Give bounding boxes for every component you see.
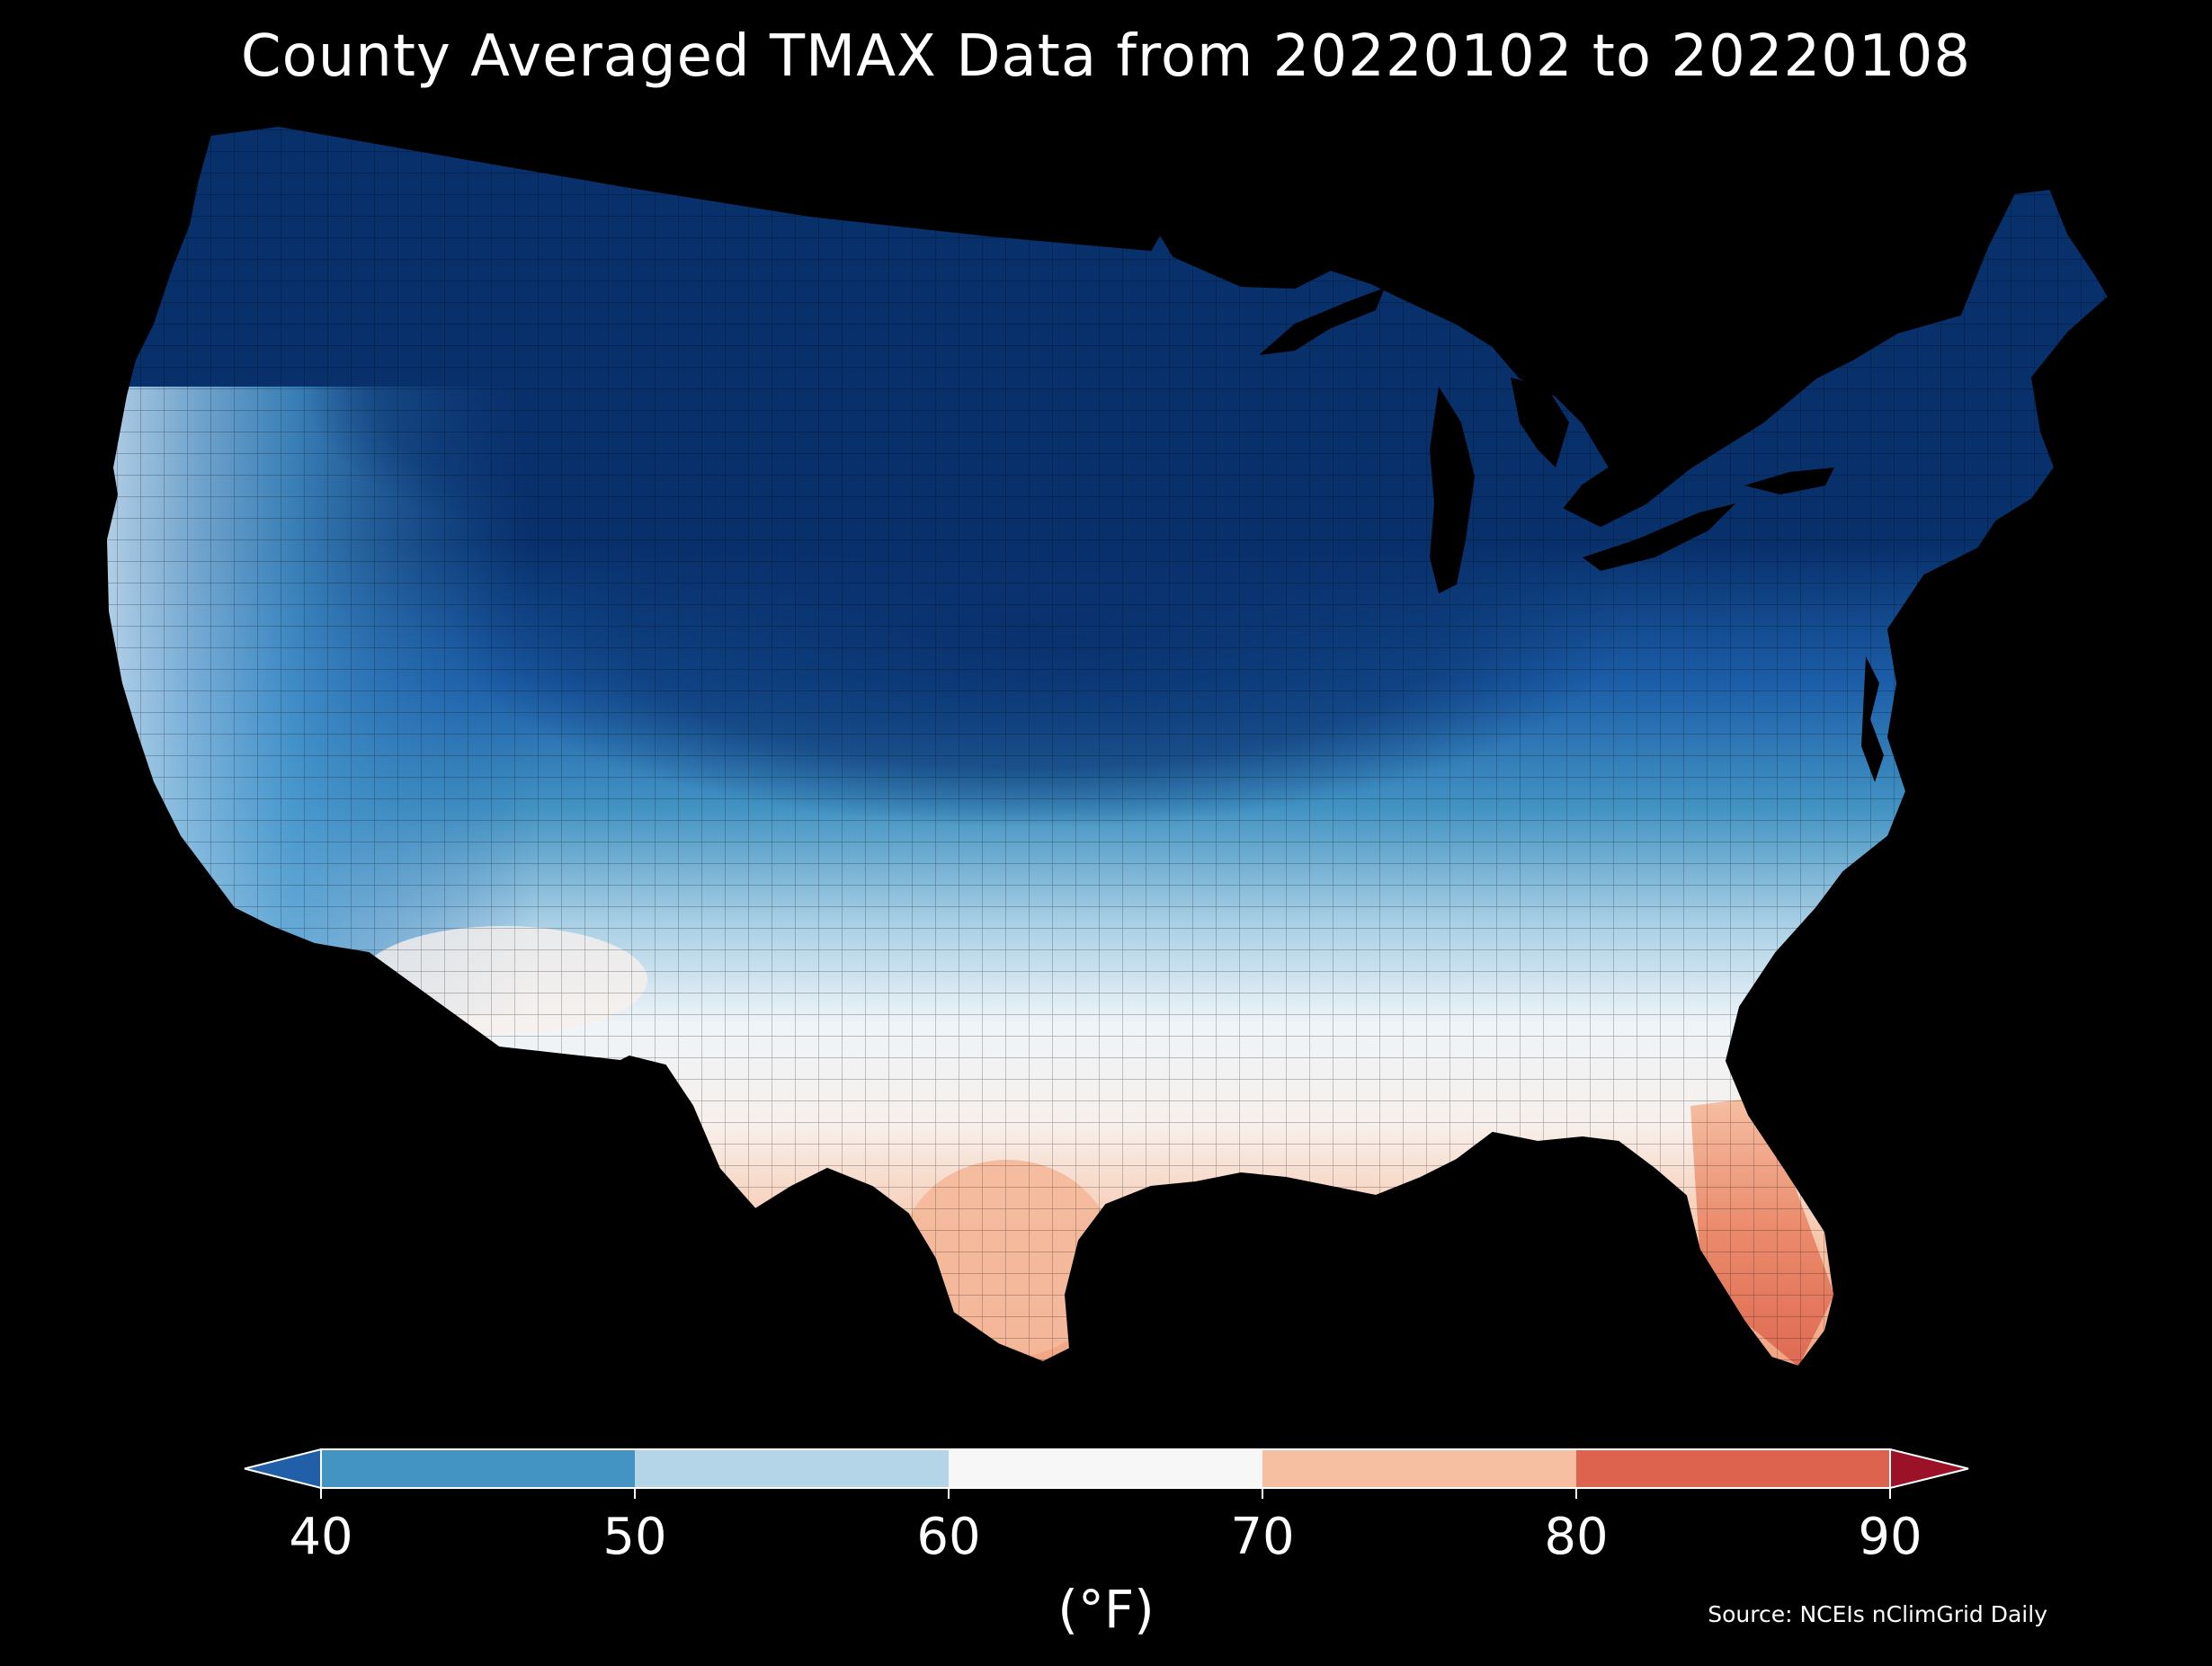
colorbar-frame [320,1448,1891,1489]
colorbar-bin [635,1449,949,1488]
colorbar-bin [949,1449,1262,1488]
colorbar-under-arrow [244,1448,322,1490]
colorbar-tick-label: 90 [1858,1508,1922,1566]
colorbar-tick-label: 70 [1230,1508,1294,1566]
colorbar-over-arrow [1889,1448,1969,1490]
chesapeake-bay [1861,656,1884,782]
us-landmass [106,126,2109,1367]
colorbar-unit-label: (°F) [1057,1579,1155,1640]
colorbar-tick-label: 80 [1544,1508,1608,1566]
great-lakes [1259,288,1834,593]
colorbar: 40 50 60 70 80 90 (°F) [244,1448,1969,1640]
colorbar-bin [321,1449,635,1488]
colorbar-tick-label: 40 [289,1508,352,1566]
colorbar-bin [1262,1449,1576,1488]
colorbar-tick-label: 50 [602,1508,666,1566]
map-title: County Averaged TMAX Data from 20220102 … [240,23,1972,90]
colorbar-bin [1576,1449,1890,1488]
colorbar-tick-label: 60 [916,1508,980,1566]
source-note: Source: NCEIs nClimGrid Daily [1708,1601,2047,1627]
